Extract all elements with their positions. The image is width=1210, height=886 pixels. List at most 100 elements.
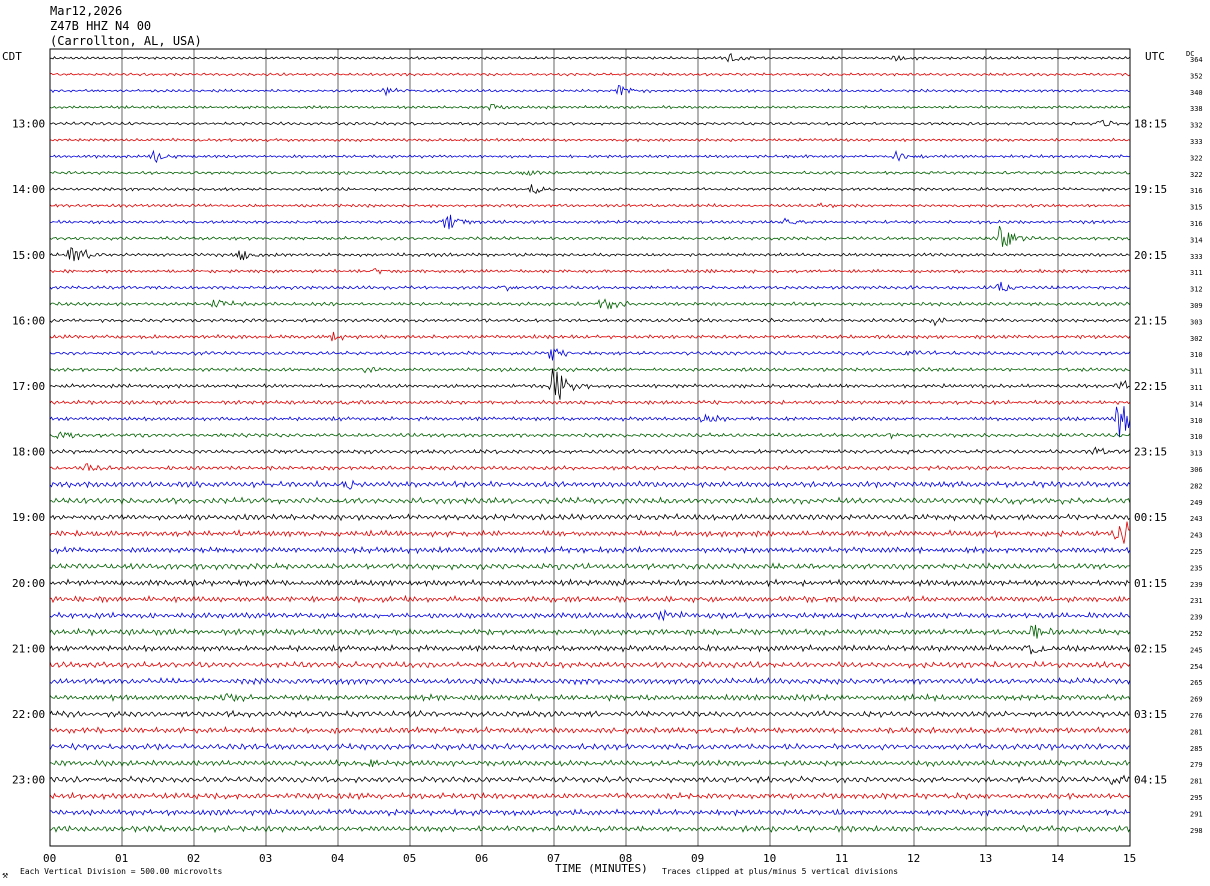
right-hour-label: 23:15 — [1134, 446, 1167, 459]
trace-row — [49, 791, 1131, 801]
x-axis-title: TIME (MINUTES) — [555, 862, 648, 875]
right-hour-label: 03:15 — [1134, 708, 1167, 721]
left-hour-label: 18:00 — [12, 446, 45, 459]
trace-row — [49, 692, 1131, 703]
dc-offset-value: 333 — [1190, 138, 1203, 146]
left-hour-label: 20:00 — [12, 577, 45, 590]
dc-offset-value: 245 — [1190, 646, 1203, 654]
trace-row — [49, 119, 1131, 127]
seismogram-traces — [49, 52, 1131, 834]
dc-offset-value: 243 — [1190, 515, 1203, 523]
dc-offset-value: 332 — [1190, 122, 1203, 130]
dc-offset-value: 295 — [1190, 794, 1203, 802]
trace-row — [49, 202, 1131, 209]
x-tick-label: 10 — [763, 852, 776, 865]
dc-offset-value: 225 — [1190, 548, 1203, 556]
trace-row — [49, 676, 1131, 686]
dc-offset-value: 281 — [1190, 778, 1203, 786]
dc-offset-value: 310 — [1190, 351, 1203, 359]
dc-offset-value: 285 — [1190, 745, 1203, 753]
trace-row — [49, 562, 1130, 571]
x-tick-label: 13 — [979, 852, 992, 865]
trace-row — [49, 268, 1131, 275]
trace-row — [49, 331, 1131, 342]
trace-row — [49, 52, 1131, 63]
dc-offset-value: 352 — [1190, 72, 1203, 80]
trace-row — [49, 317, 1131, 327]
dc-offset-value: 281 — [1190, 728, 1203, 736]
right-hour-label: 22:15 — [1134, 380, 1167, 393]
dc-column-label: DC — [1186, 50, 1194, 58]
trace-row — [49, 399, 1131, 406]
trace-row — [49, 643, 1131, 655]
right-hour-label: 02:15 — [1134, 642, 1167, 655]
dc-offset-value: 252 — [1190, 630, 1203, 638]
right-hour-label: 01:15 — [1134, 577, 1167, 590]
trace-row — [49, 225, 1131, 247]
x-tick-label: 11 — [835, 852, 848, 865]
vertical-gridlines — [49, 49, 1131, 846]
left-hour-label: 15:00 — [12, 249, 45, 262]
right-hour-label: 20:15 — [1134, 249, 1167, 262]
dc-offset-value: 333 — [1190, 253, 1203, 261]
dc-offset-value: 265 — [1190, 679, 1203, 687]
dc-offset-value: 249 — [1190, 499, 1203, 507]
dc-offset-value: 314 — [1190, 236, 1203, 244]
clip-note: Traces clipped at plus/minus 5 vertical … — [662, 867, 898, 876]
x-tick-label: 02 — [187, 852, 200, 865]
trace-row — [49, 137, 1131, 143]
dc-offset-value: 291 — [1190, 810, 1203, 818]
dc-offset-value: 282 — [1190, 482, 1203, 490]
left-hour-label: 22:00 — [12, 708, 45, 721]
trace-row — [49, 709, 1131, 719]
trace-row — [49, 594, 1131, 604]
dc-offset-value: 313 — [1190, 450, 1203, 458]
dc-offset-value: 310 — [1190, 433, 1203, 441]
trace-row — [49, 298, 1131, 310]
right-hour-label: 00:15 — [1134, 511, 1167, 524]
x-tick-label: 08 — [619, 852, 632, 865]
trace-row — [49, 446, 1131, 456]
dc-offset-value: 311 — [1190, 269, 1203, 277]
helicorder-date: Mar12,2026 — [50, 4, 123, 18]
scale-note: Each Vertical Division = 500.00 microvol… — [20, 867, 222, 876]
left-hour-label: 23:00 — [12, 774, 45, 787]
x-tick-label: 09 — [691, 852, 704, 865]
time-labels: 00 01 02 03 04 05 06 07 08 09 10 11 12 13 14 15 364 352 34… — [12, 56, 1203, 865]
trace-row — [49, 758, 1131, 768]
dc-offset-value: 340 — [1190, 89, 1203, 97]
x-tick-label: 06 — [475, 852, 488, 865]
trace-row — [49, 406, 1131, 438]
trace-row — [49, 463, 1131, 472]
x-tick-label: 14 — [1051, 852, 1065, 865]
left-hour-label: 13:00 — [12, 118, 45, 131]
dc-offset-value: 243 — [1190, 532, 1203, 540]
trace-row — [49, 578, 1131, 588]
trace-row — [49, 608, 1131, 622]
trace-row — [50, 214, 1131, 230]
dc-offset-value: 235 — [1190, 564, 1203, 572]
trace-row — [49, 170, 1131, 177]
dc-offset-value: 310 — [1190, 417, 1203, 425]
trace-row — [49, 431, 1131, 440]
x-tick-label: 00 — [43, 852, 56, 865]
dc-offset-value: 276 — [1190, 712, 1203, 720]
dc-offset-value: 338 — [1190, 105, 1203, 113]
trace-row — [49, 521, 1131, 544]
trace-row — [49, 368, 1131, 400]
dc-offset-value: 254 — [1190, 663, 1203, 671]
dc-offset-value: 316 — [1190, 187, 1203, 195]
trace-row — [49, 513, 1131, 522]
station-code: Z47B HHZ N4 00 — [50, 19, 152, 33]
dc-offset-value: 311 — [1190, 384, 1203, 392]
trace-row — [49, 824, 1131, 834]
trace-row — [49, 247, 1131, 262]
trace-row — [49, 742, 1131, 752]
dc-offset-value: 312 — [1190, 286, 1203, 294]
dc-offset-value: 322 — [1190, 154, 1203, 162]
right-hour-label: 19:15 — [1134, 183, 1167, 196]
dc-offset-value: 315 — [1190, 204, 1203, 212]
trace-row — [49, 496, 1131, 506]
x-tick-label: 04 — [331, 852, 345, 865]
trace-row — [49, 149, 1131, 164]
